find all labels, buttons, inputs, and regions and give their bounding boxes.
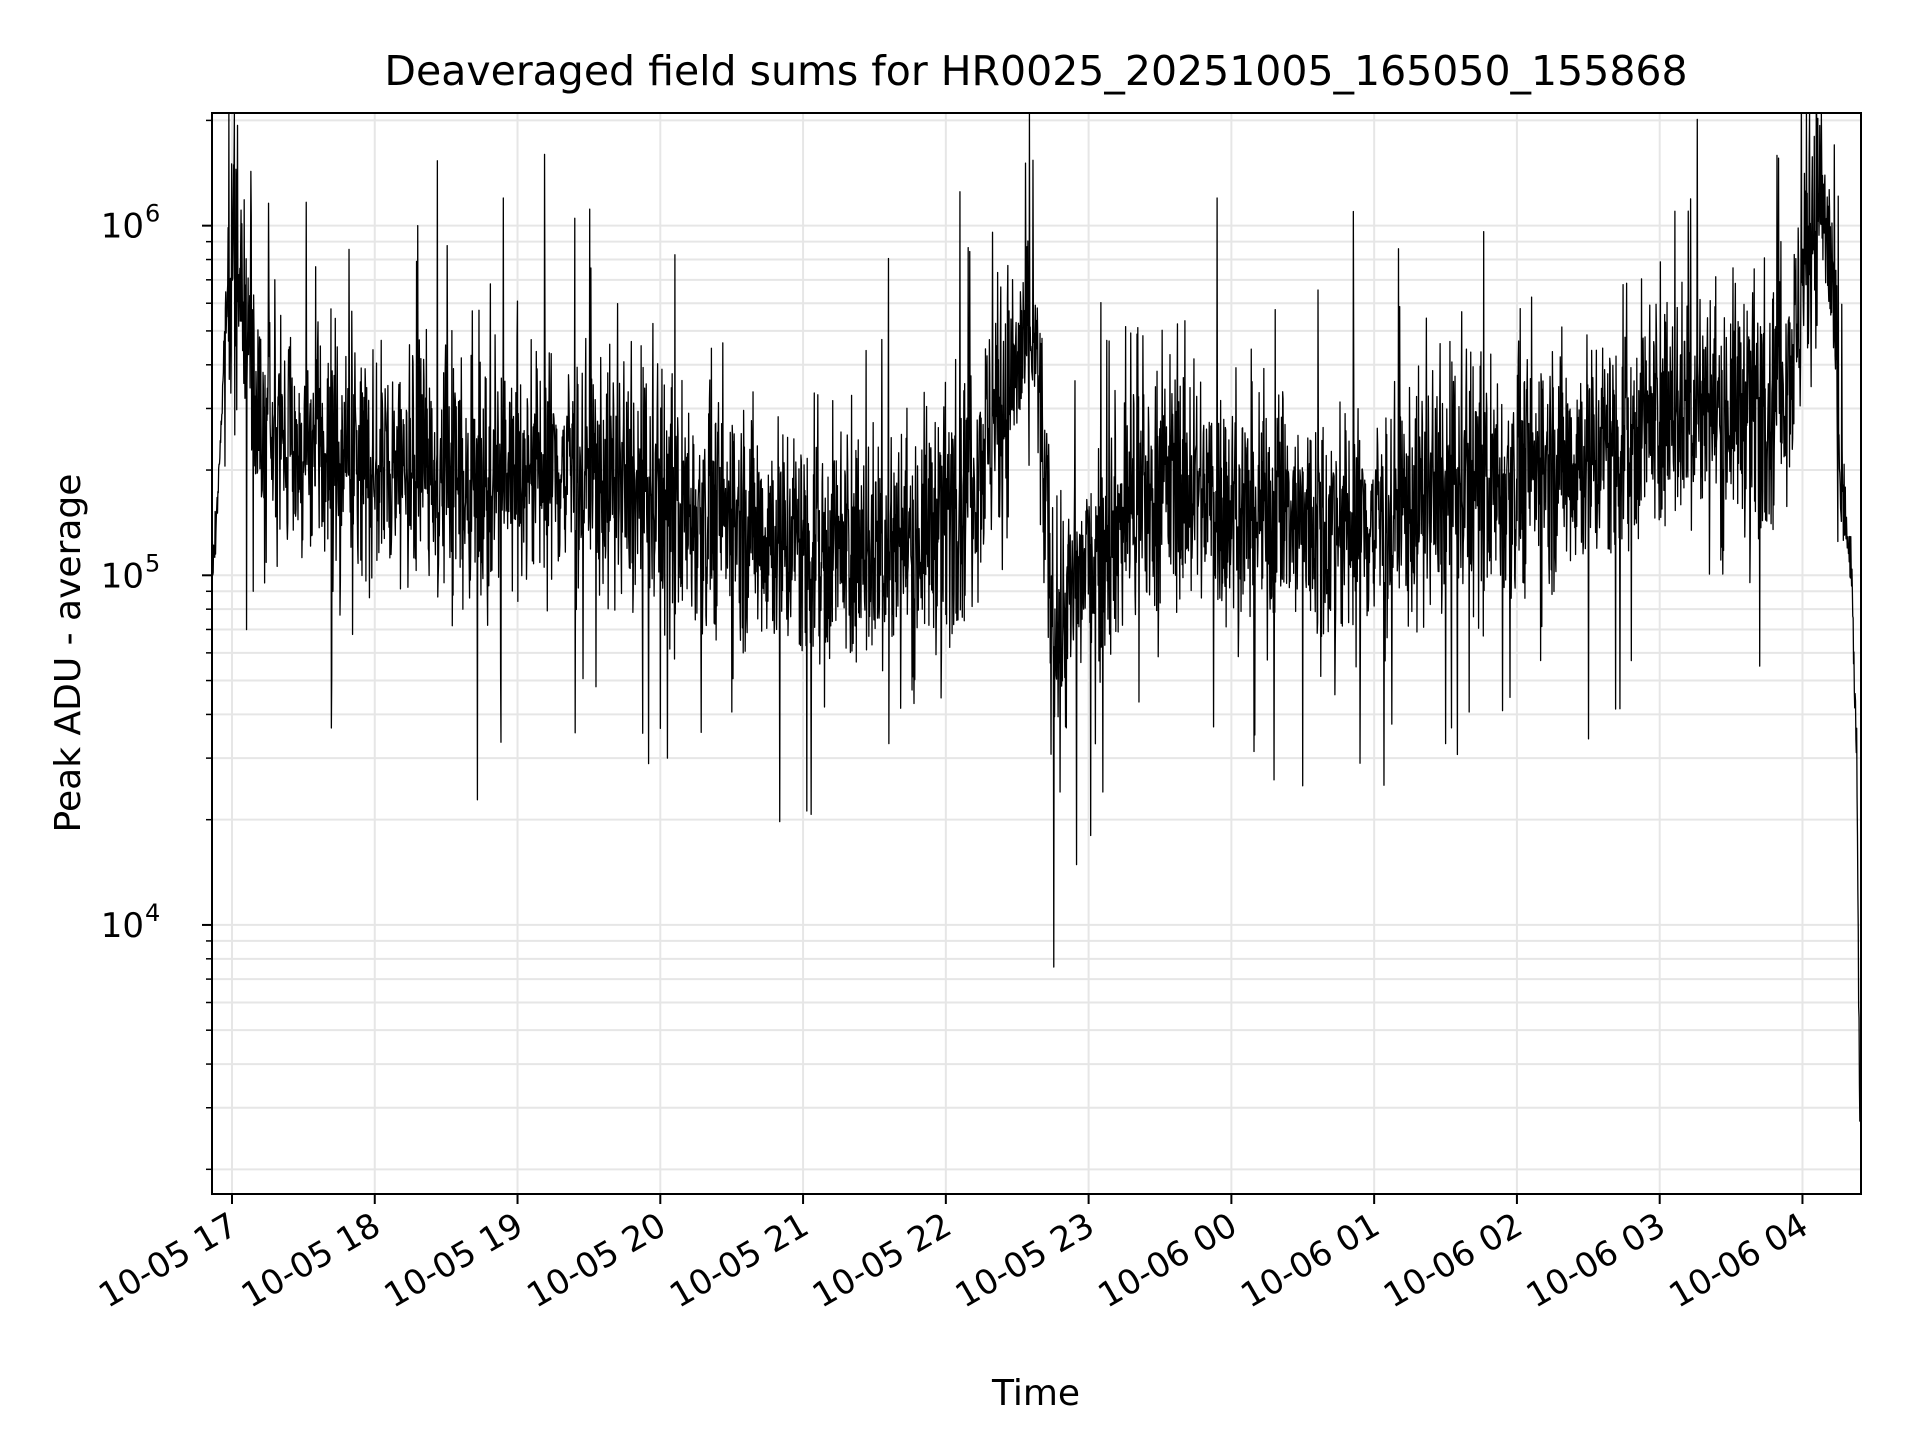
series-line (211, 112, 1862, 1122)
x-axis-label: Time (991, 1373, 1080, 1414)
y-tick-label-exponent: 5 (145, 549, 160, 577)
y-tick-label-exponent: 4 (145, 899, 160, 927)
y-tick-label: 10 (101, 906, 144, 946)
y-tick-label: 10 (101, 556, 144, 596)
y-tick-label-exponent: 6 (145, 200, 160, 228)
chart-title: Deaveraged field sums for HR0025_2025100… (384, 47, 1687, 95)
y-axis-label: Peak ADU - average (48, 474, 89, 833)
y-tick-label: 10 (101, 207, 144, 247)
data-layer (211, 112, 1862, 1122)
